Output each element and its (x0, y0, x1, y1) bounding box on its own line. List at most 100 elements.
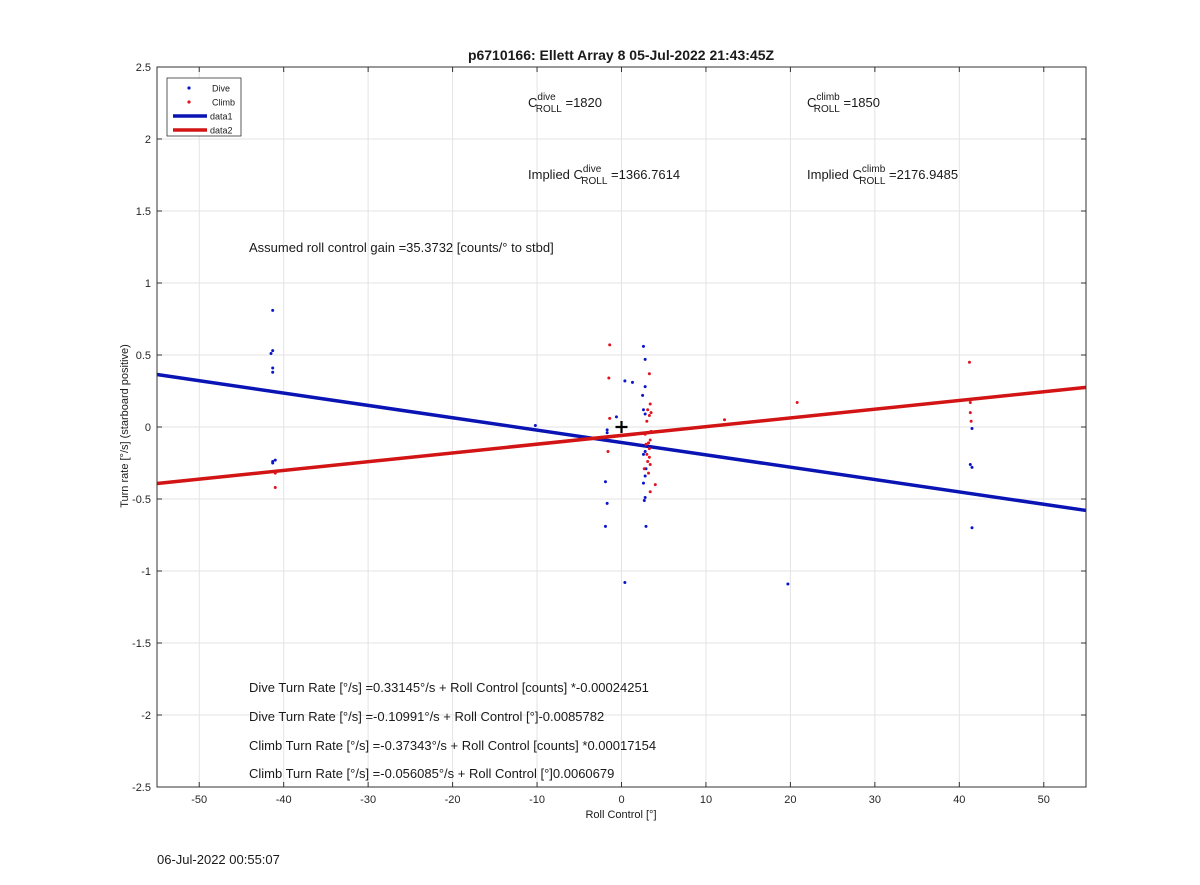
y-tick-label: 0 (145, 422, 151, 434)
implied-climb-sup: climb (862, 164, 886, 175)
dive-point (271, 370, 275, 374)
legend-label-data2: data2 (210, 126, 233, 136)
c-roll-dive-value: =1820 (562, 95, 602, 110)
y-tick-label: 1.5 (136, 206, 151, 218)
dive-point (630, 380, 634, 384)
dive-point (271, 461, 275, 465)
dive-point (603, 480, 607, 484)
legend: Dive Climb data1 data2 (166, 77, 242, 137)
dive-point (643, 357, 647, 361)
legend-label-dive: Dive (212, 84, 230, 94)
climb-point (647, 441, 651, 445)
climb-point (608, 343, 612, 347)
regression-line-data2 (156, 385, 1087, 486)
y-tick-label: -2.5 (132, 782, 151, 794)
origin-plus-marker (615, 421, 628, 433)
implied-climb-value: =2176.9485 (885, 167, 958, 182)
climb-point (642, 467, 646, 471)
c-roll-dive-annotation: Cdive ROLL =1820 (528, 92, 602, 115)
y-tick-label: -0.5 (132, 494, 151, 506)
c-roll-climb-value: =1850 (840, 95, 880, 110)
implied-climb-prefix: Implied C (807, 167, 862, 182)
dive-point (614, 415, 618, 419)
c-roll-climb-sup: climb (816, 92, 840, 103)
c-roll-climb-c: C (807, 95, 816, 110)
dive-point (271, 308, 275, 312)
climb-counts-equation: Climb Turn Rate [°/s] =-0.37343°/s + Rol… (249, 738, 656, 753)
climb-point (643, 432, 647, 436)
dive-point (968, 462, 972, 466)
dive-point (623, 581, 627, 585)
x-tick-label: 40 (953, 794, 965, 806)
c-roll-dive-c: C (528, 95, 537, 110)
climb-point (647, 471, 651, 475)
climb-point (608, 416, 612, 420)
x-tick-label: -40 (276, 794, 292, 806)
dive-point (269, 352, 273, 356)
dive-point (643, 412, 647, 416)
x-tick-label: 30 (869, 794, 881, 806)
climb-point (607, 376, 611, 380)
c-roll-climb-annotation: Cclimb ROLL =1850 (807, 92, 880, 115)
y-tick-label: 0.5 (136, 350, 151, 362)
x-tick-label: 0 (618, 794, 624, 806)
legend-label-data1: data1 (210, 112, 233, 122)
dive-point (271, 366, 275, 370)
c-roll-dive-sup: dive (537, 92, 556, 103)
regression-lines (156, 372, 1087, 513)
dive-point (643, 385, 647, 389)
climb-point (968, 401, 972, 405)
dive-point (605, 501, 609, 505)
implied-dive-sub: ROLL (581, 176, 608, 187)
dive-degrees-equation: Dive Turn Rate [°/s] =-0.10991°/s + Roll… (249, 709, 604, 724)
y-tick-label: 2 (145, 134, 151, 146)
climb-point (646, 460, 650, 464)
dive-point (605, 431, 609, 435)
chart-title: p6710166: Ellett Array 8 05-Jul-2022 21:… (468, 47, 775, 63)
dive-point (643, 449, 647, 453)
y-tick-label: -2 (141, 710, 151, 722)
axes-border (156, 66, 1087, 788)
dive-point (605, 428, 609, 432)
climb-point (647, 455, 651, 459)
climb-point (648, 438, 652, 442)
dive-point (970, 426, 974, 430)
implied-dive-sup: dive (583, 164, 602, 175)
climb-point (648, 490, 652, 494)
x-tick-label: 10 (700, 794, 712, 806)
climb-point (967, 360, 971, 364)
climb-point (648, 462, 652, 466)
climb-point (795, 401, 799, 405)
implied-climb-annotation: Implied Cclimb ROLL =2176.9485 (807, 164, 958, 187)
dive-point (271, 349, 275, 353)
climb-point (969, 419, 973, 423)
x-tick-label: -10 (529, 794, 545, 806)
implied-dive-value: =1366.7614 (607, 167, 680, 182)
implied-dive-annotation: Implied Cdive ROLL =1366.7614 (528, 164, 680, 187)
climb-degrees-equation: Climb Turn Rate [°/s] =-0.056085°/s + Ro… (249, 766, 614, 781)
legend-box (166, 77, 242, 137)
climb-point (647, 372, 651, 376)
climb-point (968, 411, 972, 415)
y-axis-label: Turn rate [°/s] (starboard positive) (119, 344, 131, 508)
climb-point (649, 429, 653, 433)
y-tick-label: 1 (145, 278, 151, 290)
dive-point (623, 379, 627, 383)
climb-point (653, 483, 657, 487)
x-tick-label: 20 (784, 794, 796, 806)
c-roll-dive-sub: ROLL (536, 104, 563, 115)
timestamp-footer: 06-Jul-2022 00:55:07 (157, 852, 280, 867)
climb-point (645, 419, 649, 423)
dive-point (643, 474, 647, 478)
y-tick-label: -1 (141, 566, 151, 578)
dive-point (786, 582, 790, 586)
x-tick-label: -50 (191, 794, 207, 806)
x-tick-label: 50 (1038, 794, 1050, 806)
dive-point (641, 393, 645, 397)
dive-point (533, 424, 537, 428)
climb-point (649, 411, 653, 415)
implied-climb-sub: ROLL (859, 176, 886, 187)
climb-point (644, 442, 648, 446)
climb-point (273, 485, 277, 489)
